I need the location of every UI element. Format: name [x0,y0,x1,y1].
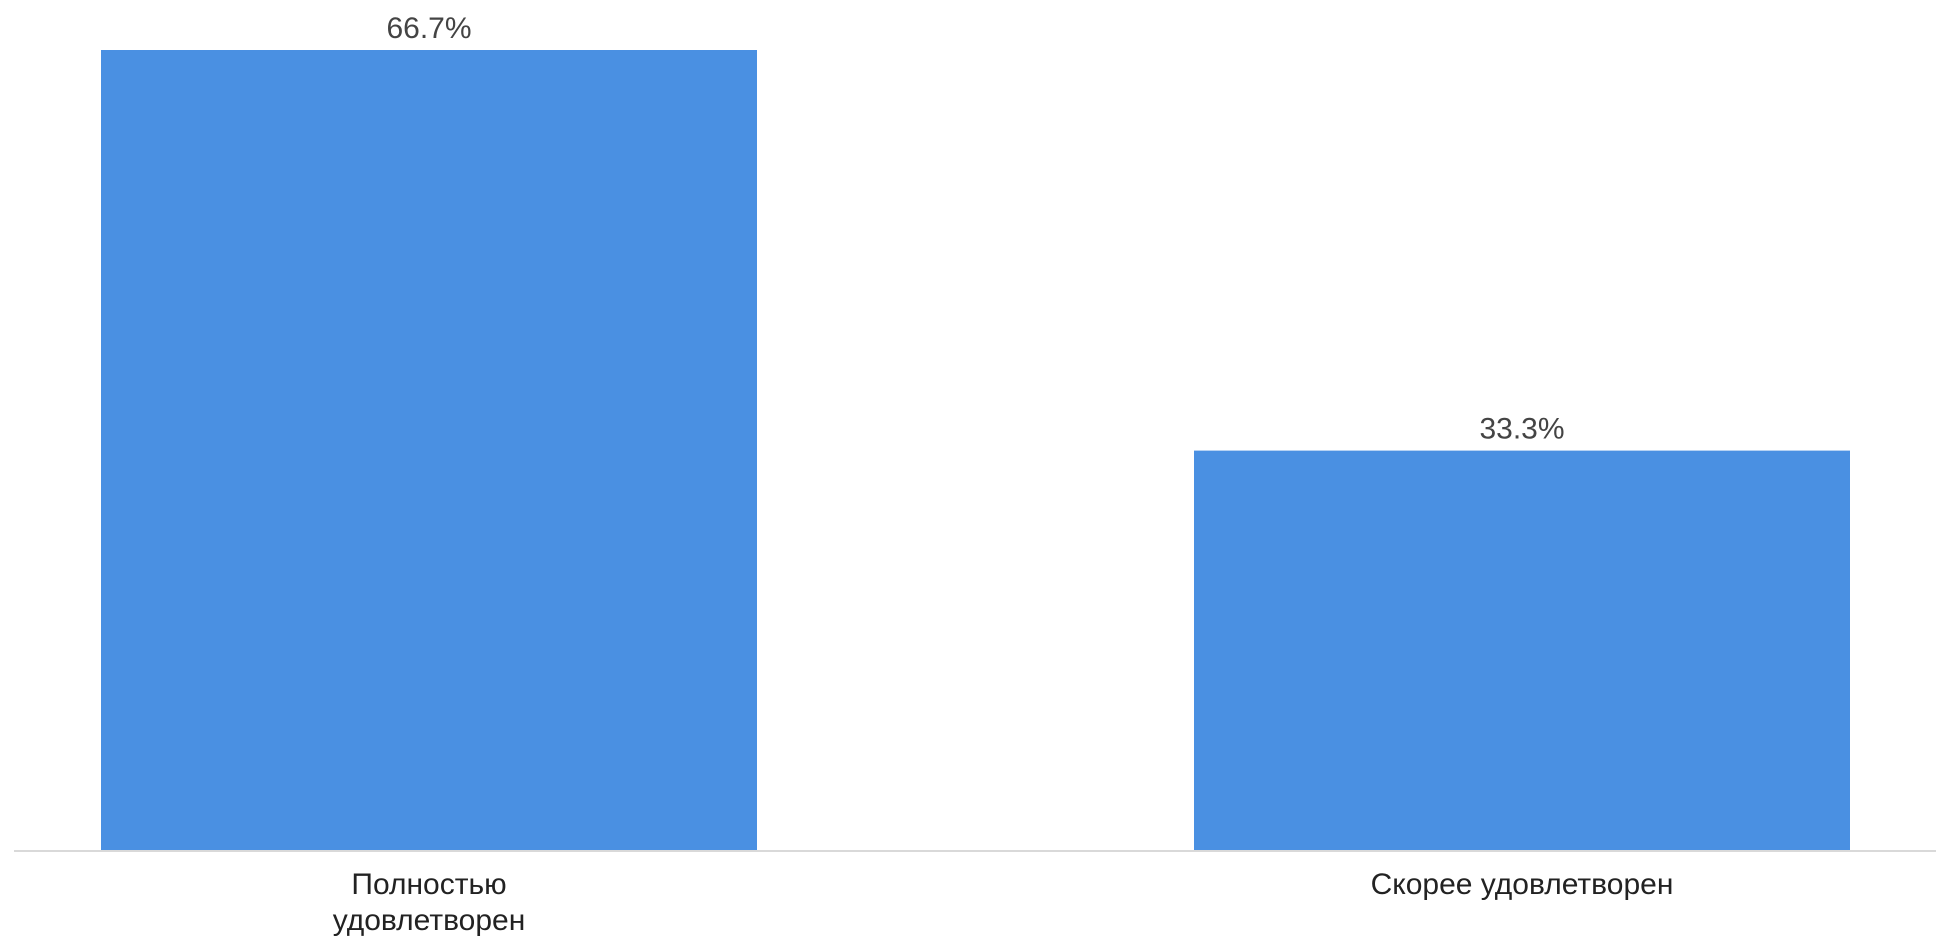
category-label-0: Полностью удовлетворен [333,868,526,937]
value-label-0: 66.7% [386,12,471,45]
category-label-1-line-0: Скорее удовлетворен [1371,868,1674,901]
value-label-1: 33.3% [1479,413,1564,446]
bar-1 [1194,450,1850,850]
category-label-0-line-1: удовлетворен [333,904,526,937]
category-labels-layer: Полностью удовлетворен Скорее удовлетворен [333,868,1674,937]
category-label-0-line-0: Полностью [351,868,506,901]
value-labels-layer: 66.7% 33.3% [386,12,1564,446]
category-label-1: Скорее удовлетворен [1371,868,1674,901]
bar-0 [101,50,757,850]
bars-layer [101,50,1850,850]
